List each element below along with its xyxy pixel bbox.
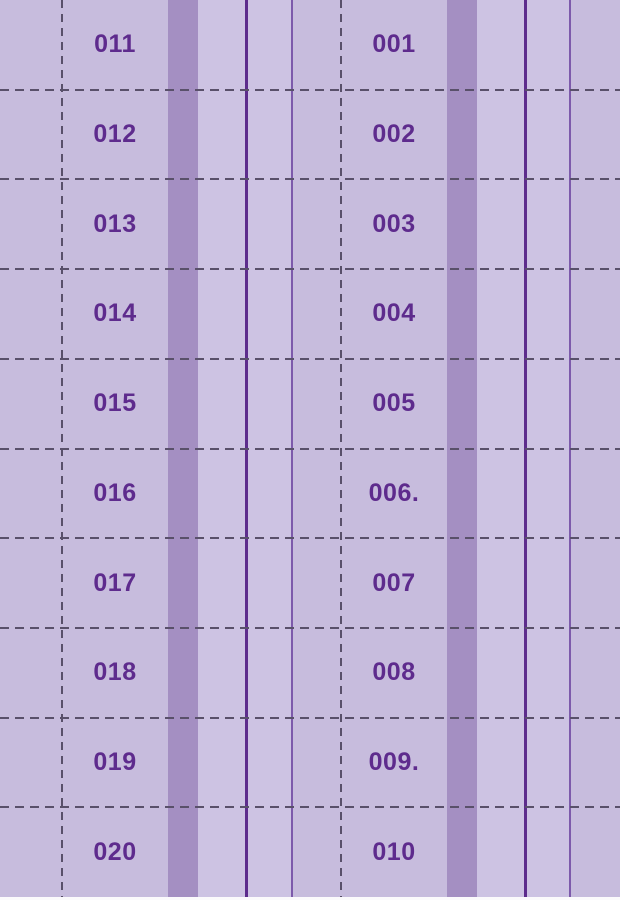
ticket-number: 020 — [93, 837, 137, 866]
perforation-line-horizontal — [0, 806, 620, 809]
ticket-row: 013 003 — [0, 179, 620, 269]
ticket-row: 016 006. — [0, 449, 620, 539]
ticket-number: 005 — [372, 389, 416, 418]
ticket-number: 003 — [372, 209, 416, 238]
perforation-line-horizontal — [0, 447, 620, 450]
ticket-row: 015 005 — [0, 359, 620, 449]
ticket-row: 020 010 — [0, 807, 620, 897]
ticket-number: 011 — [94, 30, 136, 59]
ticket-row: 012 002 — [0, 90, 620, 180]
ticket-row: 019 009. — [0, 718, 620, 808]
ticket-number: 014 — [93, 299, 137, 328]
ticket-number: 001 — [372, 30, 416, 59]
ticket-number: 019 — [93, 747, 137, 776]
ticket-number: 007 — [372, 568, 416, 597]
perforation-line-horizontal — [0, 716, 620, 719]
ticket-row: 011 001 — [0, 0, 620, 90]
page-edge — [0, 897, 620, 900]
perforation-line-horizontal — [0, 357, 620, 360]
ticket-number: 016 — [93, 478, 137, 507]
ticket-number: 012 — [93, 120, 137, 149]
ticket-number: 018 — [93, 658, 137, 687]
ticket-number: 013 — [93, 209, 137, 238]
perforation-line-horizontal — [0, 626, 620, 629]
ticket-number: 008 — [372, 658, 416, 687]
ticket-number: 002 — [372, 120, 416, 149]
ticket-row: 018 008 — [0, 628, 620, 718]
ticket-number: 015 — [93, 389, 137, 418]
perforation-line-horizontal — [0, 537, 620, 540]
ticket-row: 014 004 — [0, 269, 620, 359]
ticket-row: 017 007 — [0, 538, 620, 628]
ticket-number: 010 — [372, 837, 416, 866]
perforation-line-horizontal — [0, 88, 620, 91]
perforation-line-horizontal — [0, 178, 620, 181]
perforation-line-horizontal — [0, 268, 620, 271]
ticket-number: 006. — [368, 478, 420, 507]
ticket-number: 009. — [368, 747, 420, 776]
ticket-number: 004 — [372, 299, 416, 328]
ticket-number: 017 — [93, 568, 137, 597]
